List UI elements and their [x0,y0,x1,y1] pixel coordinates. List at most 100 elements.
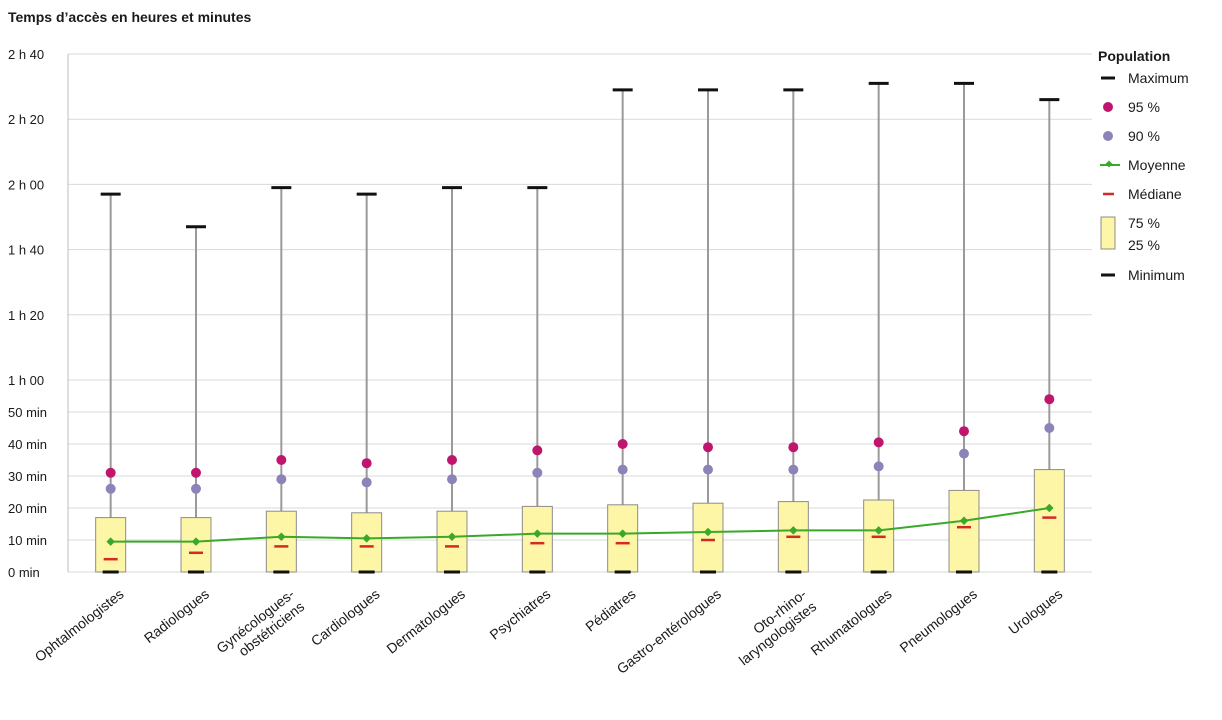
quartile-box [436,510,468,573]
category-label-line: Rhumatologues [808,586,895,659]
category-label-line: Pédiatres [582,586,638,635]
legend-item-minimum: Minimum [1098,265,1222,294]
category-label: Gynécologues-obstétriciens [213,585,307,668]
legend-title: Population [1098,48,1171,64]
p90-marker [617,464,628,475]
y-tick-label: 2 h 40 [8,47,44,62]
chart-title: Temps d’accès en heures et minutes [8,9,252,25]
legend-label-p90: 90 % [1128,128,1160,144]
p95-marker [703,442,713,453]
legend-item-median: Médiane [1098,184,1222,213]
y-tick-label: 20 min [8,501,47,516]
p95-marker [532,445,543,456]
legend-item-p90: 90 % [1098,126,1222,155]
category-label: Oto-rhino-laryngologistes [726,585,820,668]
boxes [95,81,1065,574]
median-symbol [1103,192,1114,196]
p90-marker [361,477,372,488]
category-label: Ophtalmologistes [32,586,127,665]
mean-marker [703,527,713,537]
y-tick-label: 0 min [8,565,40,580]
legend-item-quartiles: 75 % 25 % [1098,213,1222,265]
p90-marker [788,464,799,475]
p95-marker [788,442,799,453]
quartile-box [521,505,553,573]
p95-marker [361,458,372,469]
p95-marker [105,467,116,478]
category-label: Urologues [1005,586,1065,638]
legend-label-q1: 25 % [1128,237,1160,253]
grid-lines [67,53,1092,573]
markers [103,394,1057,561]
category-label: Rhumatologues [808,586,895,659]
p95-marker [1044,394,1055,405]
mean-marker [874,526,883,535]
mean-marker [618,529,627,538]
category-label-line: Urologues [1005,586,1065,638]
category-label-line: Ophtalmologistes [32,586,127,665]
mean-line [106,503,1054,546]
quartile-box [863,499,895,573]
quartile-box [692,502,724,573]
category-label-line: Psychiatres [486,586,553,643]
category-label-line: Radiologues [141,586,212,647]
p95-marker [276,455,287,465]
legend-label-maximum: Maximum [1128,70,1189,86]
y-tick-label: 50 min [8,405,47,420]
quartile-box [265,510,297,573]
mean-marker [959,516,969,526]
y-tick-label: 2 h 20 [8,112,44,127]
p95-marker [959,426,969,437]
p95-marker [191,467,201,478]
quartile-box [1033,469,1065,573]
legend: Population Maximum 95 % 90 % Moyenne Méd… [1098,48,1222,294]
category-label: Dermatologues [383,586,468,657]
category-label: Pédiatres [582,586,638,635]
legend-item-mean: Moyenne [1098,155,1222,184]
category-label: Radiologues [141,586,212,647]
p90-marker [276,474,287,485]
legend-label-median: Médiane [1128,186,1182,202]
y-tick-label: 2 h 00 [8,177,44,192]
p95-marker [617,439,628,449]
mean-marker [533,529,542,538]
quartile-box [777,501,809,573]
category-label-line: Pneumologues [897,586,980,656]
legend-item-p95: 95 % [1098,97,1222,126]
category-label: Cardiologues [308,586,383,649]
legend-label-mean: Moyenne [1128,157,1186,173]
p90-marker [873,461,884,472]
y-axis-ticks: 0 min 10 min 20 min 30 min 40 min 50 min 1 h 0… [8,47,47,580]
mean-line-path [110,507,1050,543]
mean-marker [1045,503,1054,513]
x-axis-labels: Ophtalmologistes Radiologues Gynécologues-… [32,585,1066,676]
p90-marker [191,483,201,494]
category-label-line: Cardiologues [308,586,383,649]
legend-label-minimum: Minimum [1128,267,1185,283]
y-tick-label: 10 min [8,533,47,548]
p95-marker [873,437,884,448]
category-label-line: Dermatologues [383,586,468,657]
y-tick-label: 1 h 20 [8,308,44,323]
legend-label-p95: 95 % [1128,99,1160,115]
p90-marker [1044,423,1055,433]
mean-marker [789,526,798,535]
mean-symbol [1100,160,1120,168]
p90-marker [447,474,457,485]
legend-item-maximum: Maximum [1098,68,1222,97]
quartile-box [948,489,980,573]
p90-marker [105,483,116,494]
p90-marker [959,448,969,459]
y-tick-label: 40 min [8,437,47,452]
maximum-symbol [1101,76,1115,80]
mean-marker [447,532,457,542]
y-tick-label: 1 h 00 [8,373,44,388]
mean-marker [362,534,371,543]
category-label: Pneumologues [897,586,980,656]
p95-marker [447,455,457,465]
y-tick-label: 30 min [8,469,47,484]
quartile-box [607,504,639,573]
p90-symbol [1103,131,1113,141]
p90-marker [703,464,713,475]
